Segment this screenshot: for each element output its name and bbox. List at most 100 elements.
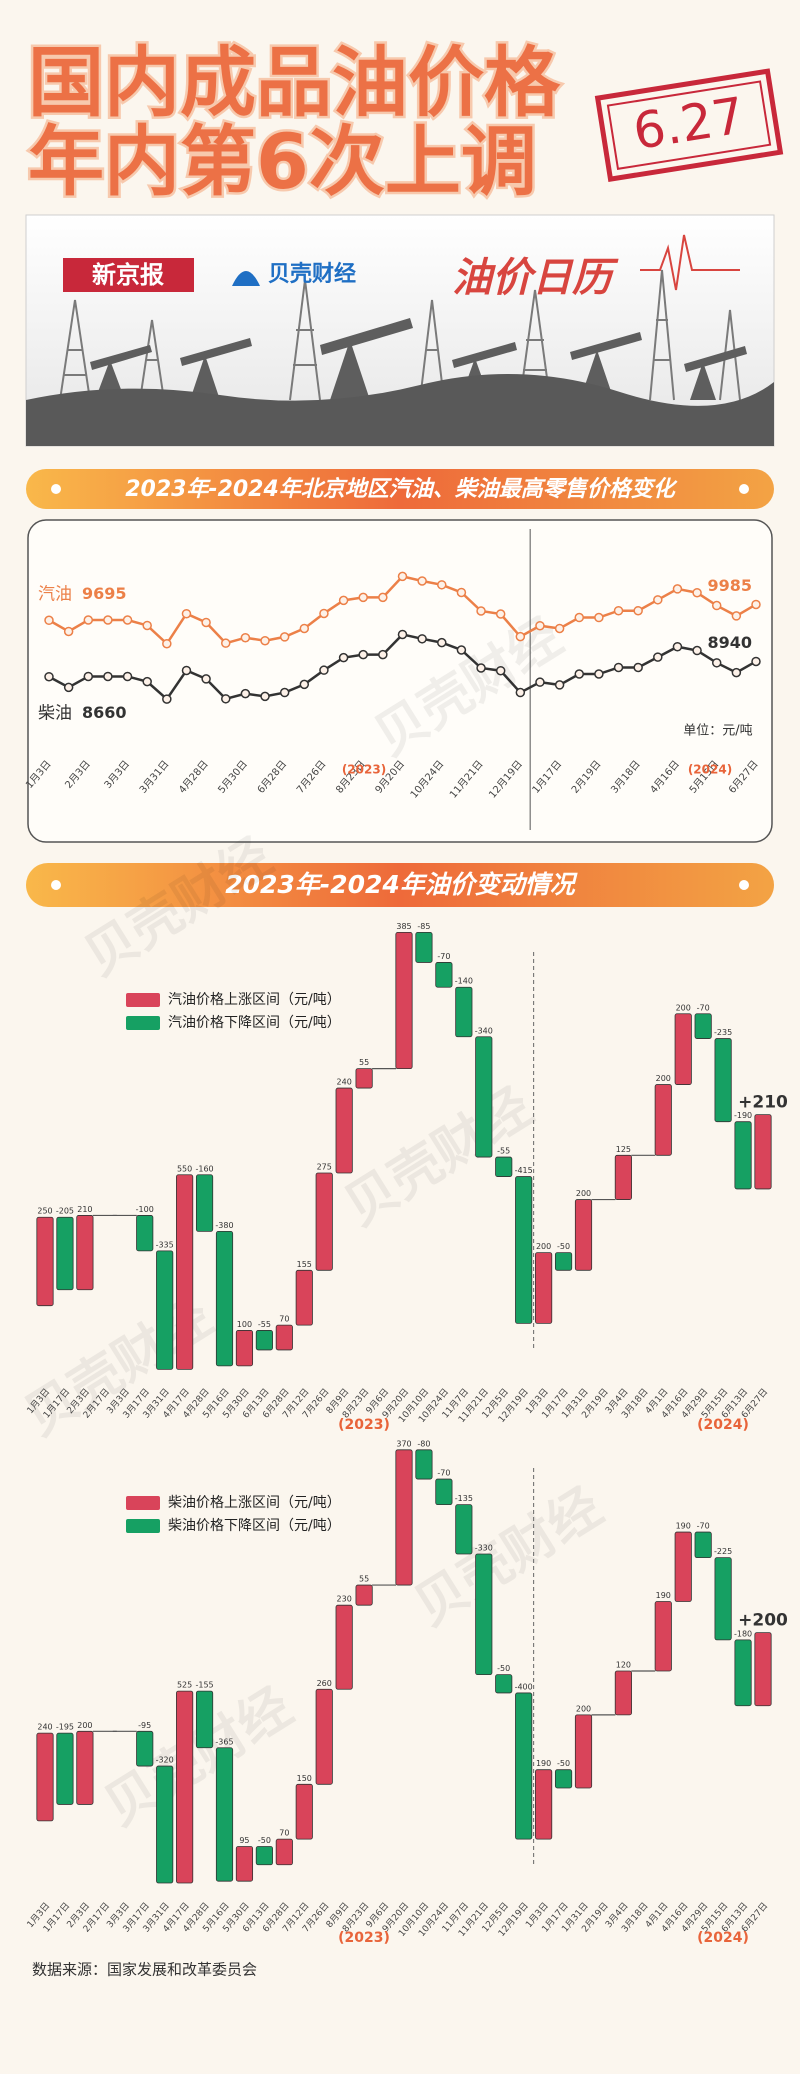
value-label: 200 xyxy=(656,1074,671,1083)
data-point xyxy=(319,608,329,619)
fall-bar xyxy=(156,1250,174,1370)
fall-bar xyxy=(435,962,453,988)
derrick xyxy=(649,269,675,401)
value-label: 210 xyxy=(77,1205,92,1214)
data-point xyxy=(574,612,584,623)
derrick xyxy=(139,319,165,401)
data-point xyxy=(495,609,506,619)
rise-bar xyxy=(614,1154,632,1200)
data-point xyxy=(378,649,388,660)
rise-bar xyxy=(36,1216,54,1307)
data-point xyxy=(692,587,702,598)
data-point xyxy=(319,665,329,675)
legend-label: 柴油价格上涨区间（元/吨） xyxy=(168,1495,341,1511)
data-point xyxy=(142,676,152,687)
fall-bar xyxy=(215,1747,234,1882)
fall-bar xyxy=(136,1730,154,1767)
legend-swatch xyxy=(126,1496,160,1510)
fall-bar xyxy=(255,1846,273,1866)
data-point xyxy=(711,600,722,611)
fall-bar xyxy=(435,1478,453,1506)
value-label: 550 xyxy=(177,1164,192,1173)
value-label: 190 xyxy=(676,1522,691,1531)
fall-bar xyxy=(56,1216,74,1291)
rise-bar xyxy=(654,1601,672,1672)
rise-bar xyxy=(275,1838,293,1866)
pumpjack xyxy=(684,346,747,400)
fall-bar xyxy=(554,1769,573,1789)
data-point xyxy=(358,649,368,660)
value-label: -205 xyxy=(56,1207,74,1216)
value-label: 125 xyxy=(616,1145,631,1154)
data-point xyxy=(103,671,113,682)
value-label: -55 xyxy=(497,1147,510,1156)
data-point xyxy=(338,595,349,606)
data-point xyxy=(279,632,290,642)
value-label: 385 xyxy=(396,922,411,931)
data-point xyxy=(417,634,427,644)
value-label: -180 xyxy=(734,1629,752,1638)
rise-bar xyxy=(754,1632,772,1707)
rise-bar xyxy=(574,1199,593,1271)
value-label: 230 xyxy=(337,1595,352,1604)
tagline-pulse xyxy=(640,234,740,291)
fall-bar xyxy=(56,1732,74,1805)
data-point xyxy=(358,592,368,603)
value-label: 260 xyxy=(317,1679,332,1688)
value-label: 200 xyxy=(536,1242,551,1251)
rise-bar xyxy=(674,1013,692,1085)
value-label: -330 xyxy=(475,1543,493,1552)
value-label: -235 xyxy=(714,1028,732,1037)
stamp-border xyxy=(594,68,784,182)
rise-bar xyxy=(315,1172,333,1271)
data-point xyxy=(299,623,310,634)
rise-bar xyxy=(275,1324,293,1351)
legend-swatch xyxy=(126,1016,160,1030)
value-label: -190 xyxy=(734,1111,752,1120)
rise-bar xyxy=(295,1269,313,1326)
value-label: 525 xyxy=(177,1681,192,1690)
data-point xyxy=(63,626,74,637)
value-label: 95 xyxy=(239,1836,249,1845)
rise-bar xyxy=(76,1215,94,1291)
value-label: 200 xyxy=(576,1189,591,1198)
title-line: 年内第6次上调 xyxy=(28,117,537,206)
value-label: 190 xyxy=(536,1759,551,1768)
data-point xyxy=(240,688,251,699)
legend-label: 汽油价格上涨区间（元/吨） xyxy=(168,992,341,1008)
value-label: -95 xyxy=(138,1721,151,1730)
value-label: -70 xyxy=(697,1003,710,1012)
value-label: -195 xyxy=(56,1723,74,1732)
title-line: 国内成品油价格 xyxy=(28,38,561,127)
value-label: 9985 xyxy=(707,576,752,595)
fall-bar xyxy=(415,1449,433,1480)
fall-bar xyxy=(495,1674,513,1694)
value-label: 120 xyxy=(616,1660,631,1669)
data-point xyxy=(456,587,467,598)
value-label: 155 xyxy=(297,1260,312,1269)
data-point xyxy=(437,580,447,590)
fall-bar xyxy=(455,986,473,1038)
fall-bar xyxy=(515,1692,533,1840)
value-label: +210 xyxy=(738,1093,788,1113)
value-label: -380 xyxy=(215,1221,233,1230)
fall-bar xyxy=(195,1174,214,1232)
fall-bar xyxy=(554,1252,573,1271)
data-point xyxy=(162,638,172,649)
data-point xyxy=(338,652,349,663)
fall-bar xyxy=(255,1330,273,1351)
banner: 新京报 贝壳财经 油价日历 xyxy=(25,214,775,447)
data-point xyxy=(44,671,54,682)
value-label: -400 xyxy=(515,1682,533,1691)
section-title: 2023年-2024年北京地区汽油、柴油最高零售价格变化 xyxy=(125,476,678,502)
value-label: -80 xyxy=(417,1439,430,1448)
value-label: 8660 xyxy=(82,703,127,722)
fall-bar xyxy=(136,1215,154,1252)
data-point xyxy=(613,605,624,616)
logo-text: 新京报 xyxy=(92,261,164,289)
value-label: -70 xyxy=(697,1522,710,1531)
fall-bar xyxy=(195,1690,214,1749)
data-point xyxy=(417,576,427,586)
pill-dot xyxy=(51,880,61,890)
